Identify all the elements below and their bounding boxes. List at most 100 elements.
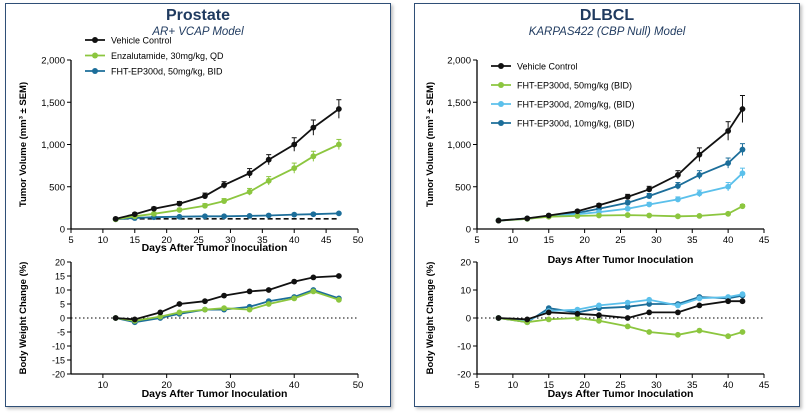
y-tick-label: 20: [55, 258, 65, 268]
data-point-vehicle: [646, 186, 653, 193]
data-point-vehicle: [739, 106, 746, 112]
y-tick-label: -20: [457, 370, 471, 381]
data-point-s2: [221, 213, 227, 220]
legend-swatch-dot: [498, 82, 504, 88]
x-tick-label: 50: [353, 380, 364, 391]
data-point-vehicle: [335, 273, 342, 279]
y-tick-label: 15: [55, 272, 65, 282]
x-axis-label: Days After Tumor Inoculation: [548, 254, 694, 266]
y-axis-label: Body Weight Change (%): [425, 262, 436, 375]
y-axis-label: Body Weight Change (%): [18, 262, 29, 375]
x-tick-label: 45: [759, 235, 770, 246]
x-tick-label: 30: [225, 380, 236, 391]
data-point-vehicle: [265, 287, 272, 293]
data-point-vehicle: [675, 172, 681, 178]
data-point-s1: [624, 323, 631, 330]
data-point-s2: [646, 296, 653, 303]
panel-title: DLBCL: [579, 7, 635, 24]
data-point-s1: [246, 306, 253, 313]
data-point-vehicle: [291, 141, 298, 148]
data-point-vehicle: [725, 128, 732, 134]
data-point-s1: [675, 331, 681, 338]
x-tick-label: 25: [615, 235, 626, 246]
x-tick-label: 20: [161, 235, 172, 246]
x-axis-label: Days After Tumor Inoculation: [142, 242, 288, 254]
data-point-s2: [725, 294, 732, 300]
data-point-vehicle: [112, 315, 119, 321]
y-axis-label: Tumor Volume (mm³ ± SEM): [425, 82, 436, 207]
data-point-s1: [310, 288, 317, 295]
y-tick-label: 20: [460, 258, 471, 269]
data-point-vehicle: [221, 182, 227, 188]
y-tick-label: -10: [457, 342, 471, 353]
data-point-s2: [310, 211, 317, 218]
data-point-s1: [696, 213, 703, 219]
y-tick-label: 500: [49, 182, 65, 193]
data-point-s1: [646, 329, 653, 335]
data-point-s1: [596, 317, 602, 324]
legend-label: Vehicle Control: [517, 62, 578, 72]
data-point-s1: [335, 296, 342, 303]
data-point-vehicle: [574, 310, 581, 317]
data-point-s3: [624, 199, 631, 206]
x-tick-label: 40: [723, 235, 734, 246]
x-tick-label: 10: [508, 380, 519, 391]
data-point-s2: [646, 201, 653, 208]
data-point-vehicle: [524, 215, 531, 222]
series-line-s1: [498, 317, 743, 338]
y-tick-label: 10: [55, 286, 65, 296]
panel-dlbcl: DLBCL KARPAS422 (CBP Null) Model 0 500 1,0…: [414, 3, 800, 407]
data-point-s3: [646, 301, 653, 307]
data-point-vehicle: [545, 212, 552, 219]
data-point-s1: [310, 153, 317, 160]
data-point-s1: [335, 141, 342, 148]
data-point-s1: [246, 188, 253, 195]
data-point-vehicle: [176, 301, 183, 307]
y-tick-label: -5: [57, 328, 65, 338]
data-point-vehicle: [151, 205, 157, 212]
data-point-s1: [696, 327, 703, 334]
y-tick-label: -10: [52, 342, 65, 352]
data-point-s2: [246, 213, 253, 219]
data-point-vehicle: [495, 315, 502, 321]
data-point-s2: [291, 211, 298, 218]
x-axis-label: Days After Tumor Inoculation: [548, 388, 694, 400]
data-point-s2: [624, 299, 631, 306]
data-point-vehicle: [157, 309, 164, 316]
data-point-s1: [221, 198, 227, 205]
x-axis-label: Days After Tumor Inoculation: [142, 388, 288, 400]
data-point-s1: [176, 309, 183, 316]
data-point-s1: [646, 212, 653, 219]
data-point-vehicle: [495, 217, 502, 224]
data-point-s2: [696, 190, 703, 197]
data-point-s1: [157, 313, 164, 320]
data-point-s2: [574, 306, 581, 313]
x-tick-label: 35: [687, 380, 698, 391]
x-tick-label: 40: [289, 235, 300, 246]
panel-title: Prostate: [165, 7, 231, 24]
legend-swatch-dot: [92, 52, 98, 59]
data-point-vehicle: [624, 193, 631, 200]
data-point-s1: [202, 202, 208, 209]
x-tick-label: 50: [353, 235, 364, 246]
data-point-vehicle: [596, 202, 602, 209]
data-point-vehicle: [176, 200, 183, 207]
data-point-s2: [739, 291, 746, 298]
data-point-vehicle: [646, 309, 653, 316]
x-tick-label: 35: [257, 235, 268, 246]
data-point-s2: [202, 213, 208, 220]
data-point-s2: [624, 205, 631, 212]
y-tick-label: 10: [460, 286, 471, 297]
panel-subtitle: AR+ VCAP Model: [152, 26, 244, 38]
legend-swatch-dot: [498, 120, 504, 126]
legend-label: Enzalutamide, 30mg/kg, QD: [111, 51, 224, 61]
data-point-s2: [596, 302, 602, 309]
panel-subtitle: KARPAS422 (CBP Null) Model: [528, 26, 686, 38]
data-point-vehicle: [202, 298, 208, 305]
x-tick-label: 30: [651, 235, 662, 246]
legend-label: FHT-EP300d, 20mg/kg, (BID): [517, 100, 635, 110]
x-tick-label: 35: [687, 235, 698, 246]
data-point-s1: [221, 305, 227, 312]
data-point-vehicle: [310, 124, 317, 131]
data-point-vehicle: [246, 288, 253, 295]
